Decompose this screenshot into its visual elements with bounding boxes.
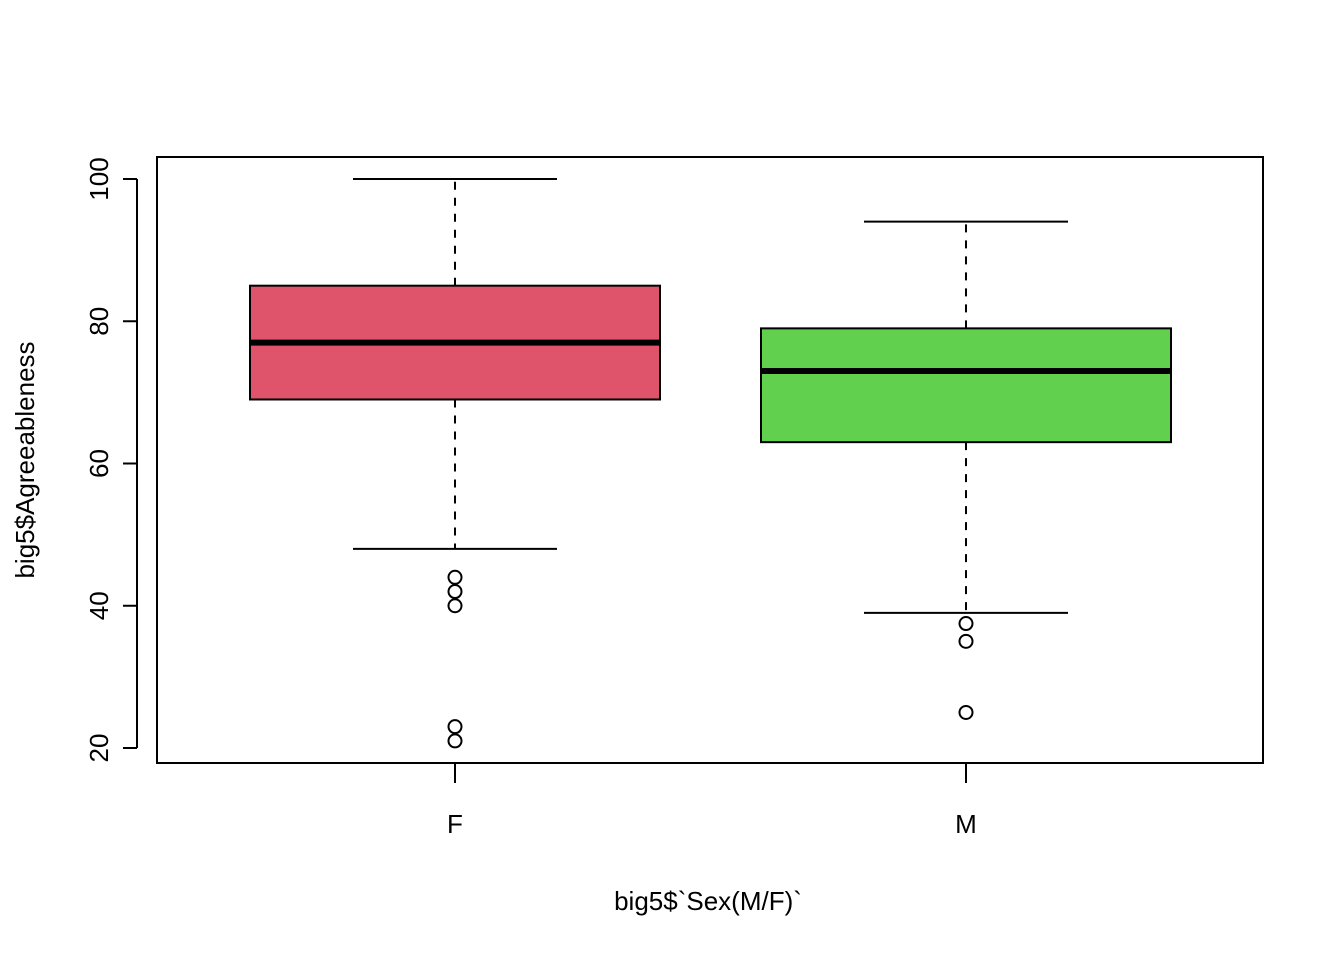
outlier-point (447, 584, 463, 600)
box-M (760, 220, 1172, 720)
plot-frame (156, 156, 1264, 764)
y-tick-label: 60 (84, 449, 114, 478)
y-axis-title: big5$Agreeableness (10, 341, 40, 578)
iqr-box (760, 327, 1172, 444)
outlier-point (447, 733, 463, 749)
y-tick-label: 20 (84, 734, 114, 763)
outlier-point (958, 704, 974, 720)
outlier-point (958, 616, 974, 632)
outlier-point (447, 569, 463, 585)
outlier-point (447, 598, 463, 614)
y-tick-label: 80 (84, 307, 114, 336)
x-category-label: F (447, 809, 463, 839)
outlier-point (447, 719, 463, 735)
x-axis-title: big5$`Sex(M/F)` (614, 886, 802, 916)
box-F (249, 178, 661, 749)
outlier-point (958, 633, 974, 649)
x-category-label: M (955, 809, 977, 839)
y-tick-label: 100 (84, 157, 114, 200)
boxes-layer (249, 178, 1172, 749)
y-axis-ticks: 20 40 60 80 100 (84, 157, 137, 762)
y-tick-label: 40 (84, 591, 114, 620)
